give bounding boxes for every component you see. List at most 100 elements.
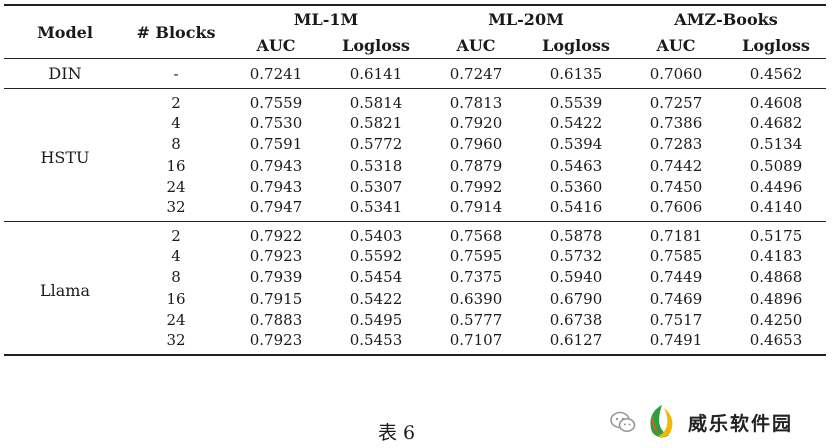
metric-cell: 0.5592 xyxy=(349,246,403,265)
table-row: 24 0.7883 0.5495 0.5777 0.6738 0.7517 0.4250 xyxy=(4,310,826,332)
metric-cell: 0.4496 xyxy=(749,178,803,197)
table-row: DIN - 0.7241 0.6141 0.7247 0.6135 0.7060 0.4562 xyxy=(4,59,826,89)
metric-cell: 0.4183 xyxy=(749,246,803,265)
metric-cell: 0.7442 xyxy=(649,156,703,175)
metric-cell: 0.5307 xyxy=(349,178,403,197)
metric-cell: 0.7530 xyxy=(249,113,303,132)
metric-cell: 0.4140 xyxy=(749,198,803,216)
metric-cell: 0.5732 xyxy=(549,246,603,265)
model-name-cell: HSTU xyxy=(40,148,90,167)
table-row: 16 0.7915 0.5422 0.6390 0.6790 0.7469 0.4896 xyxy=(4,288,826,310)
metric-cell: 0.5814 xyxy=(349,94,403,112)
metric-cell: 0.7450 xyxy=(649,178,703,197)
metric-cell: 0.5422 xyxy=(549,113,603,132)
metric-cell: 0.6390 xyxy=(449,289,503,308)
blocks-cell: 4 xyxy=(171,246,181,265)
metric-cell: 0.5821 xyxy=(349,113,403,132)
metric-cell: 0.7915 xyxy=(249,289,303,308)
watermark-text: 威乐软件园 xyxy=(688,412,794,435)
metric-cell: 0.6141 xyxy=(349,64,403,83)
table-row: 8 0.7939 0.5454 0.7375 0.5940 0.7449 0.4868 xyxy=(4,267,826,289)
metric-cell: 0.4608 xyxy=(749,94,803,112)
header-metric: Logloss xyxy=(526,32,626,59)
metric-cell: 0.4896 xyxy=(749,289,803,308)
metric-cell: 0.5089 xyxy=(749,156,803,175)
metric-cell: 0.7469 xyxy=(649,289,703,308)
metric-cell: 0.5453 xyxy=(349,331,403,349)
table-row: 32 0.7947 0.5341 0.7914 0.5416 0.7606 0.4140 xyxy=(4,198,826,222)
metric-cell: 0.7375 xyxy=(449,268,503,287)
model-name-cell: Llama xyxy=(40,281,90,300)
metric-cell: 0.7943 xyxy=(249,178,303,197)
blocks-cell: 2 xyxy=(171,94,181,112)
table-row: 4 0.7923 0.5592 0.7595 0.5732 0.7585 0.4183 xyxy=(4,245,826,267)
metric-cell: 0.6738 xyxy=(549,311,603,330)
table-row: 32 0.7923 0.5453 0.7107 0.6127 0.7491 0.4653 xyxy=(4,331,826,355)
metric-cell: 0.7883 xyxy=(249,311,303,330)
metric-cell: 0.6135 xyxy=(549,64,603,83)
metric-cell: 0.5175 xyxy=(749,227,803,245)
metric-cell: 0.5878 xyxy=(549,227,603,245)
metric-cell: 0.5422 xyxy=(349,289,403,308)
metric-cell: 0.7386 xyxy=(649,113,703,132)
metric-cell: 0.5940 xyxy=(549,268,603,287)
metric-cell: 0.7606 xyxy=(649,198,703,216)
blocks-cell: 32 xyxy=(166,331,186,349)
blocks-cell: 8 xyxy=(171,135,181,154)
header-metric: AUC xyxy=(626,32,726,59)
metric-cell: 0.5454 xyxy=(349,268,403,287)
wechat-icon xyxy=(610,411,636,432)
metric-cell: 0.7879 xyxy=(449,156,503,175)
results-table-container: Model # Blocks ML-1M ML-20M AMZ-Books AU… xyxy=(4,4,826,356)
metric-cell: 0.5539 xyxy=(549,94,603,112)
metric-cell: 0.7813 xyxy=(449,94,503,112)
metric-cell: 0.7107 xyxy=(449,331,503,349)
results-table: Model # Blocks ML-1M ML-20M AMZ-Books AU… xyxy=(4,4,826,356)
metric-cell: 0.7257 xyxy=(649,94,703,112)
table-header: Model # Blocks ML-1M ML-20M AMZ-Books AU… xyxy=(4,5,826,59)
header-metric: Logloss xyxy=(326,32,426,59)
metric-cell: 0.7595 xyxy=(449,246,503,265)
metric-cell: 0.7939 xyxy=(249,268,303,287)
table-row: Llama 2 0.7922 0.5403 0.7568 0.5878 0.7181 0.51… xyxy=(4,222,826,300)
metric-cell: 0.5416 xyxy=(549,198,603,216)
table-row: 4 0.7530 0.5821 0.7920 0.5422 0.7386 0.4682 xyxy=(4,112,826,134)
metric-cell: 0.7992 xyxy=(449,178,503,197)
metric-cell: 0.7568 xyxy=(449,227,503,245)
blocks-cell: 24 xyxy=(166,178,186,197)
metric-cell: 0.7559 xyxy=(249,94,303,112)
metric-cell: 0.7491 xyxy=(649,331,703,349)
metric-cell: 0.5134 xyxy=(749,135,803,154)
metric-cell: 0.4562 xyxy=(749,64,803,83)
blocks-cell: 32 xyxy=(166,198,186,216)
metric-cell: 0.6790 xyxy=(549,289,603,308)
metric-cell: 0.7517 xyxy=(649,311,703,330)
blocks-cell: - xyxy=(173,64,179,83)
metric-cell: 0.7922 xyxy=(249,227,303,245)
metric-cell: 0.5463 xyxy=(549,156,603,175)
model-group: DIN - 0.7241 0.6141 0.7247 0.6135 0.7060 0.4562 xyxy=(4,59,826,89)
metric-cell: 0.7960 xyxy=(449,135,503,154)
blocks-cell: 16 xyxy=(166,156,186,175)
metric-cell: 0.7585 xyxy=(649,246,703,265)
header-metric: Logloss xyxy=(726,32,826,59)
header-blocks: # Blocks xyxy=(126,5,226,59)
metric-cell: 0.5772 xyxy=(349,135,403,154)
blocks-cell: 8 xyxy=(171,268,181,287)
metric-cell: 0.7923 xyxy=(249,246,303,265)
table-row: 24 0.7943 0.5307 0.7992 0.5360 0.7450 0.4496 xyxy=(4,177,826,199)
blocks-cell: 16 xyxy=(166,289,186,308)
header-dataset: ML-1M xyxy=(293,9,359,29)
metric-cell: 0.4868 xyxy=(749,268,803,287)
metric-cell: 0.5495 xyxy=(349,311,403,330)
metric-cell: 0.7591 xyxy=(249,135,303,154)
table-row: 8 0.7591 0.5772 0.7960 0.5394 0.7283 0.5134 xyxy=(4,134,826,156)
metric-cell: 0.7920 xyxy=(449,113,503,132)
table-caption: 表 6 xyxy=(378,422,416,444)
blocks-cell: 24 xyxy=(166,311,186,330)
metric-cell: 0.7449 xyxy=(649,268,703,287)
metric-cell: 0.7247 xyxy=(449,64,503,83)
metric-cell: 0.7241 xyxy=(249,64,303,83)
blocks-cell: 2 xyxy=(171,227,181,245)
metric-cell: 0.7943 xyxy=(249,156,303,175)
